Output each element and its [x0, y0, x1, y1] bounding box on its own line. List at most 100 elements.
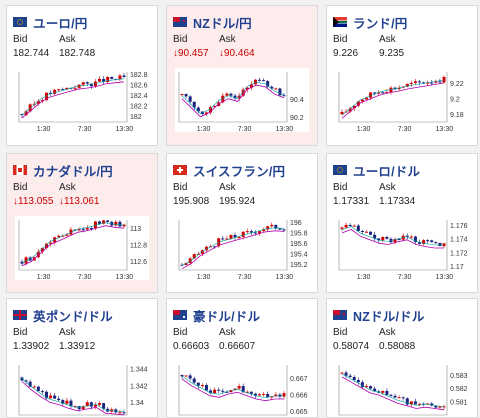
y-tick-label: 1.17: [450, 264, 464, 271]
rate-mini-chart[interactable]: 1.176 1.174 1.172 1.17 1:30 7:30 13:30: [335, 216, 469, 280]
candle-body: [418, 81, 422, 83]
candle-body: [98, 78, 102, 82]
bid-label: Bid: [13, 34, 28, 45]
candle-body: [213, 105, 217, 108]
candle-body: [98, 221, 102, 224]
rate-card[interactable]: ユーロ/ドル Bid Ask 1.17331 1.17334 1.176 1.174 1.17…: [326, 153, 478, 293]
candle-body: [418, 242, 422, 244]
chart-axes: [338, 365, 448, 416]
candle-body: [266, 226, 270, 230]
currency-pair-link[interactable]: ユーロ/円: [33, 16, 88, 31]
candle-body: [340, 372, 344, 374]
chart-axes: [18, 72, 128, 123]
candle-body: [61, 400, 65, 404]
y-tick-label: 0.582: [450, 386, 468, 393]
candle-body: [377, 238, 381, 241]
currency-pair-link[interactable]: カナダドル/円: [33, 164, 113, 179]
candle-body: [118, 221, 122, 227]
currency-pair-link[interactable]: スイスフラン/円: [193, 164, 286, 179]
rate-card[interactable]: カナダドル/円 Bid Ask ↓113.055 ↓113.061 113 112.8 112…: [6, 153, 158, 293]
candle-body: [344, 224, 348, 228]
bid-label: Bid: [13, 327, 28, 338]
ch-flag-icon: [173, 165, 187, 175]
candle-body: [81, 229, 85, 231]
moving-average-line: [21, 378, 125, 413]
candle-body: [401, 397, 405, 399]
x-tick-label: 7:30: [398, 274, 412, 280]
card-header: ユーロ/円: [13, 14, 88, 31]
candle-body: [278, 88, 282, 96]
candle-body: [385, 92, 389, 94]
candle-body: [442, 243, 446, 247]
rate-mini-chart[interactable]: 0.667 0.666 0.665: [175, 361, 309, 417]
candle-body: [405, 235, 409, 237]
candle-body: [77, 229, 81, 231]
candle-body: [102, 220, 106, 224]
candle-body: [225, 238, 229, 240]
bid-label: Bid: [173, 34, 188, 45]
rate-mini-chart[interactable]: 196 195.8 195.6 195.4 195.2 1:30 7:30 13:30: [175, 216, 309, 280]
currency-pair-link[interactable]: ユーロ/ドル: [353, 164, 421, 179]
rate-mini-chart[interactable]: 1.344 1.342 1.34: [15, 361, 149, 417]
x-tick-label: 7:30: [78, 274, 92, 280]
candle-body: [422, 240, 426, 244]
rate-card[interactable]: NZドル/ドル Bid Ask 0.58074 0.58088 0.583 0.582 0.5…: [326, 298, 478, 418]
rate-card[interactable]: ユーロ/円 Bid Ask 182.744 182.748 182.8 182.6 182.4…: [6, 5, 158, 146]
candle-body: [356, 379, 360, 383]
candle-body: [192, 254, 196, 259]
candle-body: [102, 403, 106, 409]
y-tick-label: 182.4: [130, 93, 148, 100]
ask-label: Ask: [379, 34, 396, 45]
candle-body: [81, 406, 85, 410]
ca-flag-icon: [13, 165, 27, 175]
y-tick-label: 195.8: [290, 231, 308, 238]
rate-mini-chart[interactable]: 9.22 9.2 9.18 1:30 7:30 13:30: [335, 68, 469, 132]
currency-pair-link[interactable]: 豪ドル/ドル: [193, 309, 261, 324]
candle-body: [278, 394, 282, 397]
y-tick-label: 9.2: [450, 96, 460, 103]
currency-pair-link[interactable]: NZドル/ドル: [353, 309, 425, 324]
currency-pair-link[interactable]: ランド/円: [353, 16, 408, 31]
rate-mini-chart[interactable]: 182.8 182.6 182.4 182.2 182 1:30 7:30 13:30: [15, 68, 149, 132]
candle-body: [253, 232, 257, 234]
rate-mini-chart[interactable]: 0.583 0.582 0.581: [335, 361, 469, 417]
rate-mini-chart[interactable]: 113 112.8 112.6 1:30 7:30 13:30: [15, 216, 149, 280]
candle-body: [204, 112, 208, 115]
candle-body: [40, 391, 44, 393]
rate-card[interactable]: 豪ドル/ドル Bid Ask 0.66603 0.66607 0.667 0.666 0.66…: [166, 298, 318, 418]
ask-value: 182.748: [59, 48, 96, 59]
candle-body: [122, 412, 126, 414]
candle-body: [209, 107, 213, 113]
rate-card[interactable]: スイスフラン/円 Bid Ask 195.908 195.924 196 195.8 195.…: [166, 153, 318, 293]
candle-body: [53, 89, 57, 94]
chart-axes: [338, 72, 448, 123]
moving-average-line: [21, 225, 125, 267]
ask-label: Ask: [219, 34, 236, 45]
candle-body: [57, 89, 61, 91]
candle-body: [438, 242, 442, 247]
moving-average-line: [341, 229, 444, 249]
ask-value: 1.17334: [379, 196, 416, 207]
ask-value: 0.66607: [219, 341, 256, 352]
chart-axes: [18, 220, 128, 271]
bid-value: 195.908: [173, 196, 210, 207]
x-tick-label: 13:30: [276, 126, 294, 132]
rate-card[interactable]: NZドル/円 Bid Ask ↓90.457 ↓90.464 90.4 90.2 1:30 7:…: [166, 5, 318, 146]
candle-body: [192, 101, 196, 108]
rate-mini-chart[interactable]: 90.4 90.2 1:30 7:30 13:30: [175, 68, 309, 132]
currency-pair-link[interactable]: 英ポンド/ドル: [33, 309, 113, 324]
rate-card[interactable]: ランド/円 Bid Ask 9.226 9.235 9.22 9.2 9.18 1:30 7:30…: [326, 5, 478, 146]
moving-average-line: [341, 79, 445, 116]
candle-body: [89, 402, 93, 407]
candle-body: [110, 76, 114, 79]
candle-body: [196, 382, 200, 386]
candle-body: [274, 88, 278, 90]
bid-label: Bid: [333, 327, 348, 338]
candle-body: [258, 394, 262, 396]
candle-body: [20, 377, 24, 381]
currency-pair-link[interactable]: NZドル/円: [193, 16, 252, 31]
candle-body: [360, 382, 364, 388]
rate-card[interactable]: 英ポンド/ドル Bid Ask 1.33902 1.33912 1.344 1.342 1.3…: [6, 298, 158, 418]
candle-body: [24, 380, 28, 382]
y-tick-label: 1.176: [450, 223, 468, 230]
